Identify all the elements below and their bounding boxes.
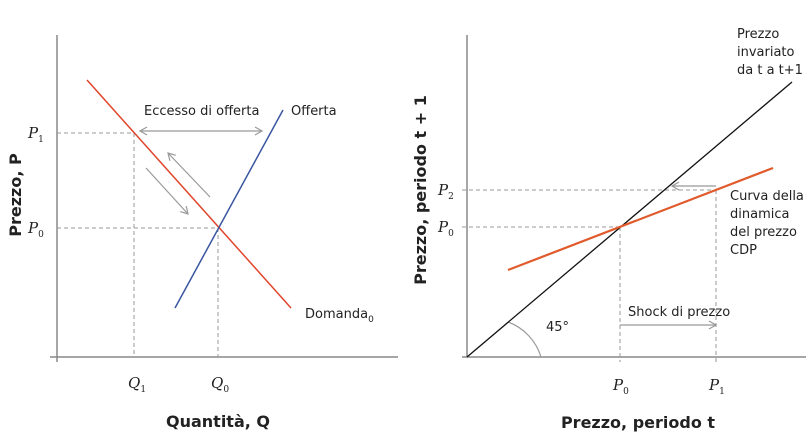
y-tick-p0: P0 [27,219,44,240]
line-45-degree [466,81,793,358]
x-tick-p0: P0 [612,376,629,397]
price-up-arrow [167,152,211,198]
excess-supply-label: Eccesso di offerta [144,104,259,119]
demand-curve [86,79,292,309]
demand-label: Domanda0 [305,307,374,325]
y-tick-p2: P2 [437,181,454,202]
y-axis-title: Prezzo, periodo t + 1 [411,95,430,285]
x-axis-title: Prezzo, periodo t [561,413,715,432]
supply-curve [174,109,284,309]
shock-label: Shock di prezzo [628,305,730,320]
cdp-label: Curva della dinamica del prezzo CDP [730,189,808,258]
price-dynamics-panel: Shock di prezzo 45° Prezzo invariato da … [411,27,808,432]
y-axis-title: Prezzo, P [6,153,25,237]
supply-demand-panel: Eccesso di offerta Offerta Domanda0 P1 P… [6,35,398,431]
x-tick-q0: Q0 [211,374,229,395]
x-tick-p1: P1 [708,376,725,397]
y-tick-p1: P1 [27,124,44,145]
supply-label: Offerta [291,104,337,119]
angle-arc [507,321,542,358]
x-axis-title: Quantità, Q [166,412,270,431]
price-down-arrow [145,167,189,215]
angle-label: 45° [546,320,569,335]
cdp-curve [507,166,774,272]
x-tick-q1: Q1 [128,374,146,395]
line-45-label: Prezzo invariato da t a t+1 [737,27,803,78]
y-tick-p0: P0 [437,218,454,239]
